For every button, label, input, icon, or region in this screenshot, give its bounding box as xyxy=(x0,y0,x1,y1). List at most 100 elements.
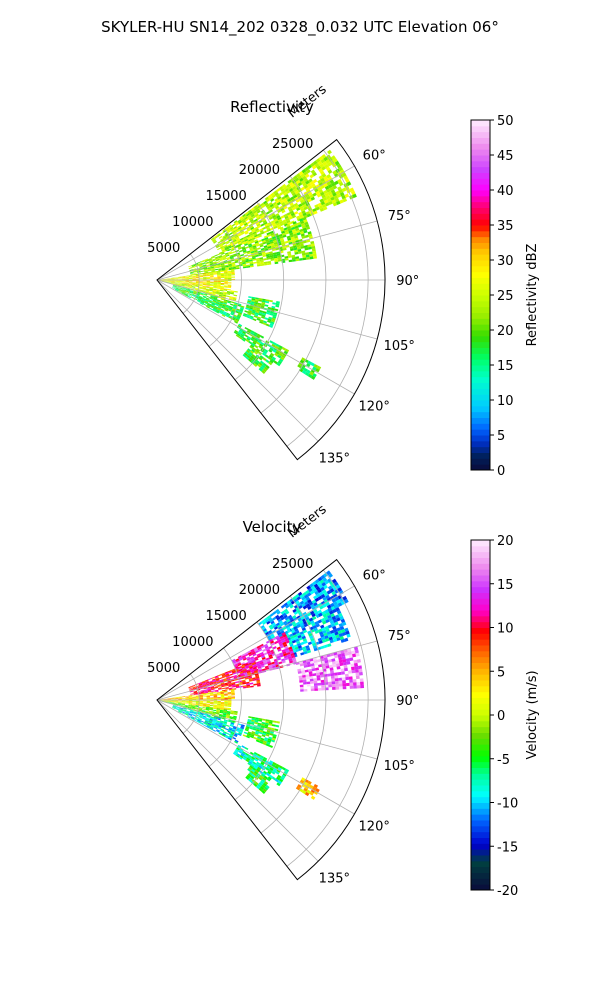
reflectivity-echo-cell xyxy=(247,348,252,352)
reflectivity-echo-cell xyxy=(258,252,263,255)
velocity-echo-cell xyxy=(211,690,215,692)
reflectivity-echo-cell xyxy=(185,278,189,279)
velocity-echo-cell xyxy=(225,716,230,719)
velocity-echo-cell xyxy=(167,698,172,700)
reflectivity-echo-cell xyxy=(226,295,230,298)
reflectivity-echo-cell xyxy=(179,287,184,290)
velocity-echo-cell xyxy=(334,614,340,619)
reflectivity-echo-cell xyxy=(228,251,232,254)
reflectivity-echo-cell xyxy=(210,282,214,284)
velocity-echo-cell xyxy=(322,577,328,583)
velocity-echo-cell xyxy=(247,762,252,766)
reflectivity-echo-cell xyxy=(235,308,240,311)
velocity-echo-cell xyxy=(259,728,264,732)
velocity-echo-cell xyxy=(312,625,317,629)
reflectivity-echo-cell xyxy=(195,280,200,282)
velocity-echo-cell xyxy=(308,601,314,606)
velocity-echo-cell xyxy=(313,783,319,789)
reflectivity-echo-cell xyxy=(286,219,291,224)
reflectivity-echo-cell xyxy=(235,264,240,267)
reflectivity-echo-cell xyxy=(205,299,209,303)
velocity-range-tick-label: 5000 xyxy=(147,661,180,676)
reflectivity-echo-cell xyxy=(312,178,318,184)
reflectivity-echo-cell xyxy=(231,230,236,234)
reflectivity-echo-cell xyxy=(220,309,224,313)
velocity-echo-cell xyxy=(174,702,179,703)
velocity-echo-cell xyxy=(190,717,195,720)
reflectivity-echo-cell xyxy=(222,236,227,240)
reflectivity-echo-cell xyxy=(318,205,324,210)
velocity-colorbar-segment xyxy=(471,580,490,588)
reflectivity-echo-cell xyxy=(178,282,182,283)
velocity-echo-cell xyxy=(344,667,348,672)
velocity-echo-cell xyxy=(344,627,349,632)
reflectivity-echo-cell xyxy=(224,252,229,255)
reflectivity-echo-cell xyxy=(293,247,298,251)
velocity-echo-cell xyxy=(213,700,218,702)
reflectivity-echo-cell xyxy=(230,290,235,293)
velocity-echo-cell xyxy=(192,701,196,703)
reflectivity-echo-cell xyxy=(261,316,265,319)
velocity-echo-cell xyxy=(191,716,195,719)
velocity-echo-cell xyxy=(242,756,247,761)
reflectivity-colorbar-segment xyxy=(471,440,490,448)
velocity-echo-cell xyxy=(226,712,231,714)
velocity-echo-cell xyxy=(221,672,225,676)
velocity-echo-cell xyxy=(206,706,210,708)
reflectivity-echo-cell xyxy=(318,167,323,173)
velocity-echo-cell xyxy=(283,653,288,657)
reflectivity-echo-cell xyxy=(202,287,207,289)
reflectivity-echo-cell xyxy=(223,301,228,304)
velocity-echo-cell xyxy=(317,619,323,624)
velocity-echo-cell xyxy=(260,653,265,657)
reflectivity-colorbar-segment xyxy=(471,248,490,255)
reflectivity-colorbar-tick-label: 15 xyxy=(497,359,514,374)
reflectivity-echo-cell xyxy=(274,261,279,265)
velocity-echo-cell xyxy=(306,612,312,617)
velocity-echo-cell xyxy=(205,718,210,721)
velocity-echo-cell xyxy=(262,758,267,763)
reflectivity-echo-cell xyxy=(275,302,280,306)
velocity-echo-cell xyxy=(202,705,207,707)
velocity-echo-cell xyxy=(221,685,225,688)
reflectivity-echo-cell xyxy=(274,345,279,350)
velocity-echo-cell xyxy=(321,685,325,688)
reflectivity-echo-cell xyxy=(211,302,216,305)
velocity-echo-cell xyxy=(220,706,225,708)
reflectivity-echo-cell xyxy=(275,213,280,217)
velocity-echo-cell xyxy=(313,608,318,614)
velocity-echo-cell xyxy=(222,714,227,717)
velocity-echo-cell xyxy=(288,648,294,652)
reflectivity-echo-cell xyxy=(242,248,247,252)
reflectivity-colorbar-segment xyxy=(471,370,490,378)
reflectivity-echo-cell xyxy=(220,275,225,278)
velocity-echo-cell xyxy=(209,694,214,696)
velocity-echo-cell xyxy=(359,678,364,682)
reflectivity-echo-cell xyxy=(256,318,261,321)
velocity-echo-cell xyxy=(261,721,266,725)
velocity-echo-cell xyxy=(247,731,252,735)
reflectivity-echo-cell xyxy=(307,198,312,203)
reflectivity-echo-cell xyxy=(210,255,215,258)
velocity-echo-cell xyxy=(290,652,295,657)
reflectivity-echo-cell xyxy=(223,271,228,273)
reflectivity-echo-cell xyxy=(195,274,200,276)
reflectivity-echo-cell xyxy=(228,232,233,236)
reflectivity-echo-cell xyxy=(202,284,207,286)
velocity-echo-cell xyxy=(284,638,289,642)
velocity-echo-cell xyxy=(174,698,179,699)
reflectivity-colorbar-segment xyxy=(471,260,490,267)
velocity-echo-cell xyxy=(275,724,280,728)
reflectivity-echo-cell xyxy=(222,255,227,259)
velocity-echo-cell xyxy=(197,719,202,722)
reflectivity-echo-cell xyxy=(262,241,267,245)
reflectivity-colorbar-segment xyxy=(471,131,490,138)
reflectivity-echo-cell xyxy=(232,307,237,310)
reflectivity-echo-cell xyxy=(239,237,244,241)
reflectivity-colorbar-tick-label: 40 xyxy=(497,184,514,199)
reflectivity-echo-cell xyxy=(237,313,242,316)
velocity-echo-cell xyxy=(275,608,280,613)
velocity-echo-cell xyxy=(219,722,224,725)
reflectivity-echo-cell xyxy=(283,213,288,218)
reflectivity-echo-cell xyxy=(249,262,254,265)
